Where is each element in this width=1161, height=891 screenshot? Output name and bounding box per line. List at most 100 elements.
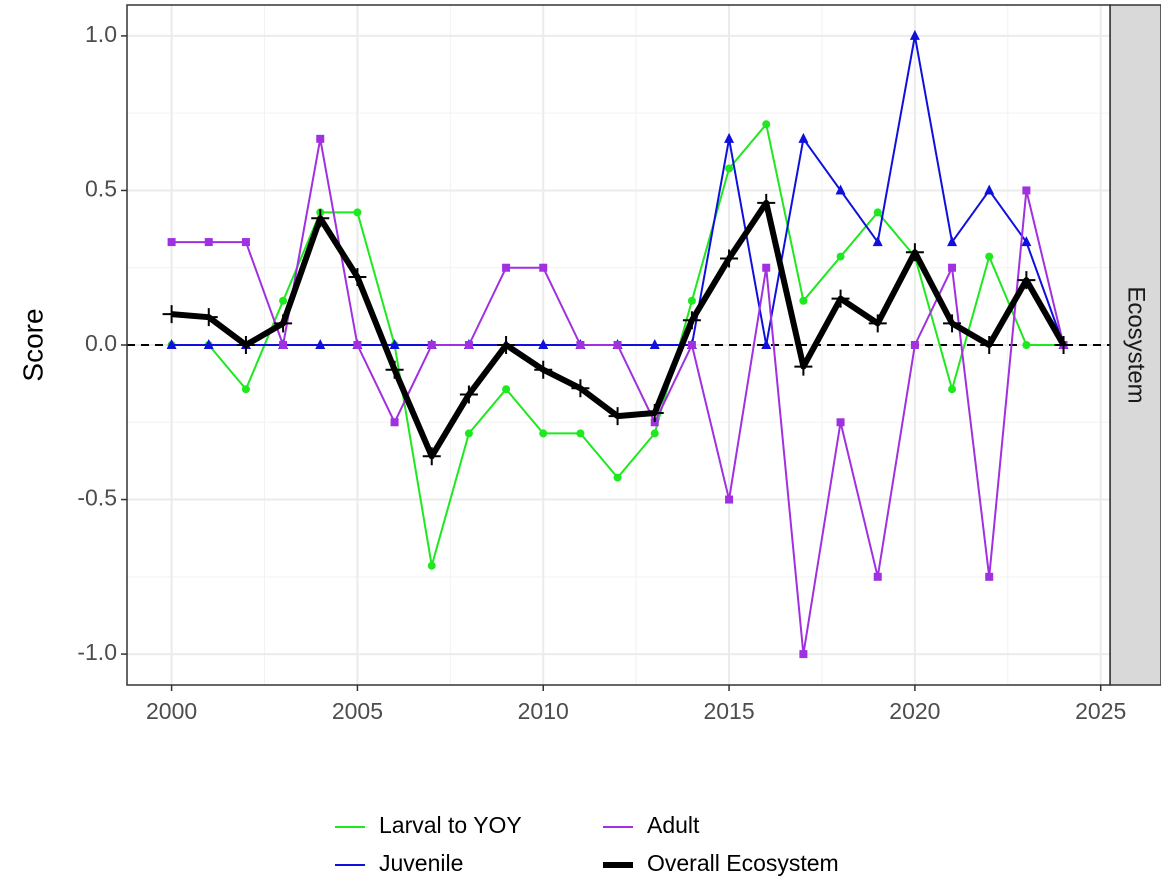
point	[464, 429, 473, 438]
point	[910, 341, 919, 349]
point	[873, 208, 882, 217]
point	[279, 341, 288, 349]
point	[687, 296, 696, 305]
point	[236, 336, 255, 354]
point	[799, 296, 808, 305]
point	[274, 314, 293, 333]
panel-border	[126, 4, 1111, 686]
point	[649, 339, 660, 349]
point	[762, 120, 771, 129]
legend-label: Larval to YOY	[379, 812, 522, 838]
point	[909, 29, 920, 40]
y-tick-label: 0.0	[85, 330, 117, 356]
y-tick-label: 1.0	[85, 21, 117, 47]
y-tick-label: -1.0	[77, 639, 117, 665]
point	[464, 341, 473, 349]
point	[799, 650, 808, 659]
point	[162, 305, 181, 324]
y-tick-label: -0.5	[77, 485, 117, 511]
point	[798, 132, 809, 143]
point	[725, 164, 734, 173]
point	[539, 429, 548, 438]
x-tick-label: 2025	[1075, 698, 1126, 724]
point	[385, 360, 404, 379]
point	[539, 263, 548, 272]
point	[502, 385, 511, 394]
point	[315, 339, 326, 349]
point	[720, 249, 739, 268]
point	[650, 418, 659, 427]
x-tick-label: 2010	[518, 698, 569, 724]
point	[167, 238, 176, 247]
point	[761, 339, 772, 349]
point	[868, 314, 887, 333]
point	[948, 385, 957, 394]
point	[427, 341, 436, 349]
point	[538, 339, 549, 349]
point	[311, 209, 330, 228]
point	[873, 572, 882, 581]
facet-label: Ecosystem	[1123, 286, 1150, 403]
point	[534, 360, 553, 379]
point	[836, 252, 845, 261]
point	[459, 385, 478, 404]
point	[390, 418, 399, 427]
point	[905, 243, 924, 262]
point	[1022, 341, 1031, 349]
point	[166, 339, 177, 349]
x-tick-label: 2005	[332, 698, 383, 724]
point	[389, 339, 400, 349]
point	[831, 289, 850, 308]
point	[576, 429, 585, 438]
x-tick-label: 2000	[146, 698, 197, 724]
point	[1021, 236, 1032, 247]
y-axis-title: Score	[17, 308, 48, 381]
point	[836, 418, 845, 427]
point	[613, 341, 622, 349]
point	[204, 238, 213, 247]
point	[348, 268, 367, 286]
point	[353, 341, 362, 349]
point	[947, 236, 958, 247]
point	[427, 561, 436, 570]
point	[576, 341, 585, 349]
point	[948, 263, 957, 272]
point	[645, 404, 664, 422]
point	[985, 572, 994, 581]
y-tick-label: 0.5	[85, 176, 117, 202]
point	[203, 339, 214, 349]
point	[984, 184, 995, 195]
x-tick-label: 2020	[889, 698, 940, 724]
legend-label: Overall Ecosystem	[647, 850, 839, 876]
point	[241, 238, 250, 247]
point	[353, 208, 362, 217]
point	[571, 379, 590, 398]
x-tick-label: 2015	[703, 698, 754, 724]
point	[497, 336, 516, 354]
facet-strip	[1109, 4, 1161, 686]
point	[241, 385, 250, 394]
point	[650, 429, 659, 438]
point	[757, 193, 776, 212]
point	[682, 311, 701, 330]
point	[422, 447, 441, 466]
point	[725, 495, 734, 504]
point	[985, 252, 994, 261]
point	[835, 184, 846, 195]
point	[872, 236, 883, 247]
point	[980, 336, 999, 354]
point	[724, 132, 735, 143]
point	[1017, 271, 1036, 290]
point	[613, 473, 622, 482]
point	[794, 357, 813, 376]
point	[199, 308, 218, 327]
point	[1022, 186, 1031, 195]
legend-label: Adult	[647, 812, 700, 838]
legend-label: Juvenile	[379, 850, 463, 876]
point	[316, 134, 325, 143]
point	[502, 263, 511, 272]
point	[762, 263, 771, 272]
point	[687, 341, 696, 349]
point	[943, 314, 962, 333]
